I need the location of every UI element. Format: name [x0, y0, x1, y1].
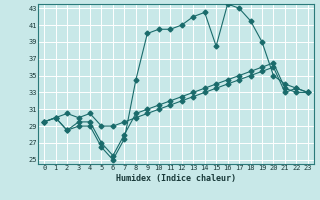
X-axis label: Humidex (Indice chaleur): Humidex (Indice chaleur) — [116, 174, 236, 183]
